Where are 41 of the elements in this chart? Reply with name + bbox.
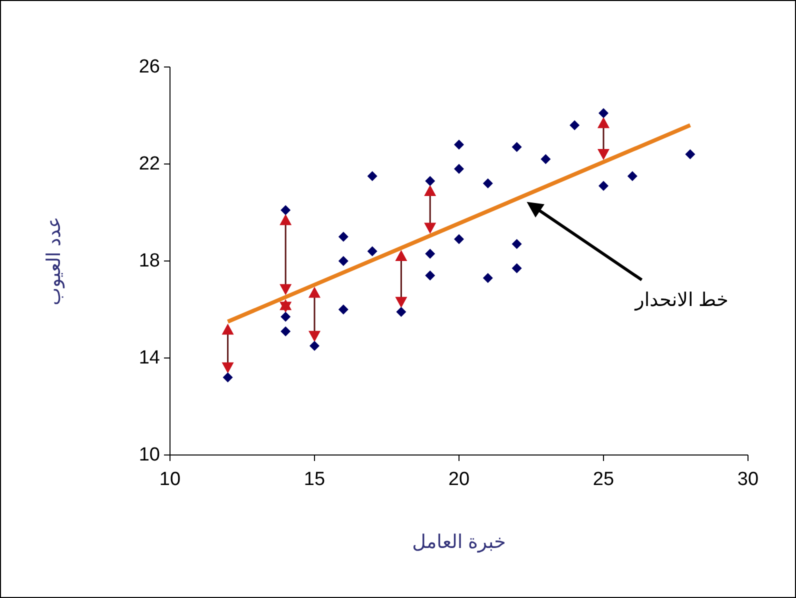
point bbox=[425, 270, 436, 281]
x-axis-title: خبرة العامل bbox=[412, 532, 506, 553]
annotation: خط الانحدار bbox=[634, 290, 728, 311]
point bbox=[512, 239, 522, 250]
point bbox=[512, 142, 522, 152]
point bbox=[482, 178, 493, 188]
point bbox=[685, 149, 696, 160]
point bbox=[570, 120, 580, 130]
point bbox=[425, 176, 436, 186]
point bbox=[512, 263, 522, 274]
point bbox=[280, 205, 291, 216]
y-tick-label: 18 bbox=[138, 250, 160, 272]
y-tick-label: 14 bbox=[138, 348, 160, 368]
point bbox=[280, 326, 291, 336]
point bbox=[598, 180, 608, 191]
point bbox=[280, 312, 291, 322]
point bbox=[598, 108, 608, 118]
point bbox=[454, 164, 464, 174]
x-tick-label: 10 bbox=[159, 469, 181, 490]
y-tick-label: 26 bbox=[138, 56, 160, 78]
point bbox=[367, 171, 378, 182]
point bbox=[540, 154, 551, 164]
x-tick-label: 25 bbox=[592, 469, 614, 490]
point bbox=[454, 140, 464, 150]
point bbox=[338, 304, 348, 314]
point bbox=[367, 246, 378, 256]
point bbox=[338, 232, 348, 242]
y-axis-title: عدد العيوب bbox=[44, 216, 65, 306]
point bbox=[310, 340, 320, 351]
point bbox=[627, 171, 638, 182]
point bbox=[338, 256, 348, 266]
x-tick-label: 15 bbox=[304, 469, 326, 490]
x-tick-label: 30 bbox=[737, 469, 759, 490]
point bbox=[482, 272, 493, 283]
point bbox=[396, 306, 406, 317]
point bbox=[222, 372, 233, 382]
point bbox=[454, 234, 464, 244]
y-tick-label: 22 bbox=[138, 154, 160, 174]
y-tick-label: 10 bbox=[138, 444, 160, 466]
point bbox=[425, 248, 436, 259]
x-tick-label: 20 bbox=[448, 469, 470, 490]
